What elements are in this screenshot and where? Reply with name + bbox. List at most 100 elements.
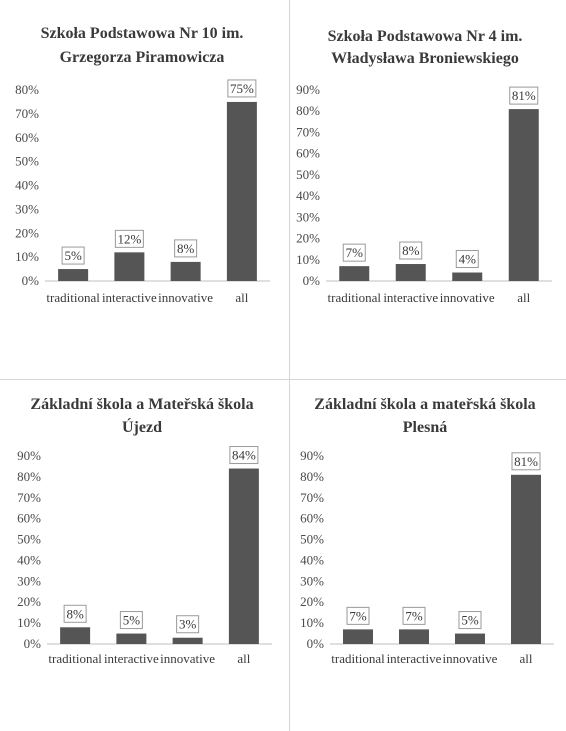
y-tick-label: 70%: [296, 124, 320, 139]
data-label: 7%: [405, 608, 423, 623]
data-label: 5%: [461, 613, 479, 628]
y-tick-label: 90%: [296, 82, 320, 97]
y-tick-label: 30%: [15, 201, 39, 216]
x-tick-label: traditional: [48, 651, 102, 666]
bar: [172, 637, 203, 644]
data-label: 4%: [459, 252, 477, 267]
data-label-box: [399, 241, 423, 260]
bar: [339, 266, 370, 281]
bar: [343, 629, 373, 644]
data-label: 5%: [123, 613, 141, 628]
data-label: 8%: [66, 606, 84, 621]
y-tick-label: 90%: [17, 448, 41, 463]
y-tick-label: 20%: [300, 594, 324, 609]
data-label-box: [346, 606, 370, 625]
data-label-box: [227, 79, 257, 98]
y-tick-label: 0%: [24, 636, 42, 651]
y-tick-label: 60%: [300, 511, 324, 526]
y-tick-label: 10%: [15, 249, 39, 264]
y-tick-label: 30%: [17, 573, 41, 588]
chart-title-line: Władysława Broniewskiego: [331, 50, 519, 67]
x-tick-label: interactive: [104, 651, 159, 666]
bar: [226, 101, 257, 281]
data-label-box: [509, 86, 539, 105]
data-label: 8%: [402, 243, 420, 258]
y-tick-label: 50%: [15, 154, 39, 169]
data-label-box: [174, 239, 198, 258]
x-tick-label: all: [517, 290, 530, 305]
data-label-box: [458, 611, 482, 630]
chart-title-line: Grzegorza Piramowicza: [60, 49, 225, 66]
data-label: 81%: [514, 454, 538, 469]
chart-title-line: Újezd: [122, 417, 162, 436]
data-label: 5%: [64, 248, 82, 263]
bar: [60, 627, 91, 644]
data-label-box: [63, 604, 87, 623]
x-tick-label: innovative: [443, 651, 498, 666]
bar: [452, 272, 483, 281]
bar: [114, 252, 145, 281]
chart-title-line: Základní škola a Mateřská škola: [30, 396, 253, 413]
y-tick-label: 50%: [296, 167, 320, 182]
x-tick-label: innovative: [158, 290, 213, 305]
data-label: 84%: [232, 448, 256, 463]
data-label-box: [114, 229, 144, 248]
data-label: 81%: [512, 88, 536, 103]
y-tick-label: 70%: [15, 106, 39, 121]
chart-title-line: Základní škola a mateřská škola: [314, 396, 535, 413]
chart-panel-1: Szkoła Podstawowa Nr 10 im. Grzegorza Pir…: [0, 0, 284, 372]
bar-chart: Szkoła Podstawowa Nr 10 im. Grzegorza Pir…: [15, 25, 270, 305]
chart-title-line: Szkoła Podstawowa Nr 4 im.: [328, 28, 523, 45]
y-tick-label: 70%: [17, 490, 41, 505]
bar: [116, 633, 147, 644]
data-label: 3%: [179, 617, 197, 632]
y-tick-label: 10%: [17, 615, 41, 630]
y-tick-label: 30%: [300, 573, 324, 588]
data-label-box: [229, 446, 259, 465]
chart-title-line: Plesná: [403, 419, 447, 436]
x-tick-label: interactive: [102, 290, 157, 305]
data-label-box: [511, 452, 541, 471]
bar: [455, 633, 485, 644]
data-label: 7%: [349, 608, 367, 623]
bar-chart: Szkoła Podstawowa Nr 4 im. Władysława Bro…: [296, 28, 552, 305]
y-tick-label: 40%: [300, 552, 324, 567]
x-tick-label: interactive: [383, 290, 438, 305]
x-tick-label: all: [520, 651, 533, 666]
data-label-box: [61, 246, 85, 265]
y-tick-label: 90%: [300, 448, 324, 463]
bar: [58, 269, 89, 281]
data-label: 75%: [230, 81, 254, 96]
data-label-box: [342, 243, 366, 262]
bar: [399, 629, 429, 644]
y-tick-label: 10%: [296, 252, 320, 267]
chart-panel-2: Szkoła Podstawowa Nr 4 im. Władysława Bro…: [284, 0, 566, 372]
y-tick-label: 60%: [15, 130, 39, 145]
y-tick-label: 60%: [17, 511, 41, 526]
y-tick-label: 50%: [300, 532, 324, 547]
x-tick-label: traditional: [46, 290, 100, 305]
x-tick-label: all: [235, 290, 248, 305]
data-label-box: [402, 606, 426, 625]
data-label: 12%: [117, 231, 141, 246]
y-tick-label: 40%: [17, 552, 41, 567]
x-tick-label: innovative: [440, 290, 495, 305]
y-tick-label: 80%: [17, 469, 41, 484]
data-label: 7%: [346, 245, 364, 260]
data-label-box: [176, 615, 200, 634]
y-tick-label: 10%: [300, 615, 324, 630]
chart-title-line: Szkoła Podstawowa Nr 10 im.: [41, 25, 244, 42]
y-tick-label: 0%: [22, 273, 40, 288]
y-tick-label: 60%: [296, 146, 320, 161]
y-tick-label: 20%: [15, 225, 39, 240]
y-tick-label: 50%: [17, 532, 41, 547]
bar: [508, 109, 539, 281]
x-tick-label: interactive: [387, 651, 442, 666]
x-tick-label: traditional: [331, 651, 385, 666]
x-tick-label: innovative: [160, 651, 215, 666]
y-tick-label: 0%: [307, 636, 325, 651]
chart-panel-4: Základní škola a mateřská škola Plesná 0% 1…: [284, 385, 566, 725]
chart-panel-3: Základní škola a Mateřská škola Újezd 0% 10…: [0, 385, 284, 725]
bar-chart: Základní škola a mateřská škola Plesná 0% 1…: [300, 396, 554, 666]
y-tick-label: 40%: [296, 188, 320, 203]
